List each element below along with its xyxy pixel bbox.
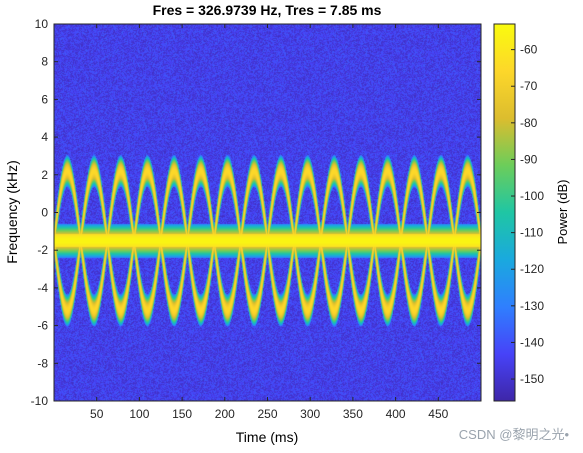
- y-tick-label: -4: [37, 281, 48, 295]
- y-tick-label: 10: [35, 17, 49, 31]
- colorbar: -60 -70 -80 -90 -100 -110 -120 -130 -140 -150 Pow…: [493, 23, 570, 402]
- chart-title: Fres = 326.9739 Hz, Tres = 7.85 ms: [153, 2, 382, 18]
- y-axis: 10 8 6 4 2 0 -2 -4 -6 -8 -10: [31, 17, 481, 408]
- colorbar-tick-label: -110: [520, 226, 543, 240]
- colorbar-tick-label: -100: [520, 189, 544, 203]
- y-tick-label: -10: [31, 394, 49, 408]
- colorbar-tick-label: -80: [520, 116, 538, 130]
- colorbar-tick-label: -70: [520, 79, 538, 93]
- x-tick-label: 150: [172, 407, 192, 421]
- x-axis-label: Time (ms): [236, 429, 298, 445]
- x-tick-label: 100: [129, 407, 149, 421]
- x-axis: 50 100 150 200 250 300 350 400 450: [90, 24, 449, 421]
- heatmap-image: [54, 24, 481, 401]
- x-tick-label: 200: [215, 407, 235, 421]
- colorbar-label: Power (dB): [555, 179, 570, 244]
- colorbar-tick-label: -120: [520, 262, 544, 276]
- y-axis-label: Frequency (kHz): [4, 160, 20, 263]
- colorbar-ticks: -60 -70 -80 -90 -100 -110 -120 -130 -140 -150: [511, 43, 544, 386]
- plot-area: [53, 23, 482, 402]
- y-tick-label: 4: [41, 130, 48, 144]
- y-tick-label: -2: [37, 243, 48, 257]
- x-tick-label: 250: [257, 407, 277, 421]
- y-tick-label: -6: [37, 319, 48, 333]
- y-tick-label: 0: [41, 206, 48, 220]
- y-tick-label: 8: [41, 55, 48, 69]
- x-tick-label: 400: [386, 407, 406, 421]
- y-tick-label: -8: [37, 356, 48, 370]
- colorbar-tick-label: -130: [520, 299, 544, 313]
- colorbar-tick-label: -150: [520, 372, 544, 386]
- colorbar-tick-label: -90: [520, 152, 538, 166]
- y-tick-label: 6: [41, 92, 48, 106]
- colorbar-tick-label: -140: [520, 335, 544, 349]
- y-tick-label: 2: [41, 168, 48, 182]
- colorbar-gradient: [493, 23, 516, 402]
- x-tick-label: 300: [300, 407, 320, 421]
- x-tick-label: 350: [343, 407, 363, 421]
- colorbar-tick-label: -60: [520, 43, 538, 57]
- x-tick-label: 50: [90, 407, 104, 421]
- x-tick-label: 450: [428, 407, 448, 421]
- watermark-text: CSDN @黎明之光•: [458, 427, 569, 442]
